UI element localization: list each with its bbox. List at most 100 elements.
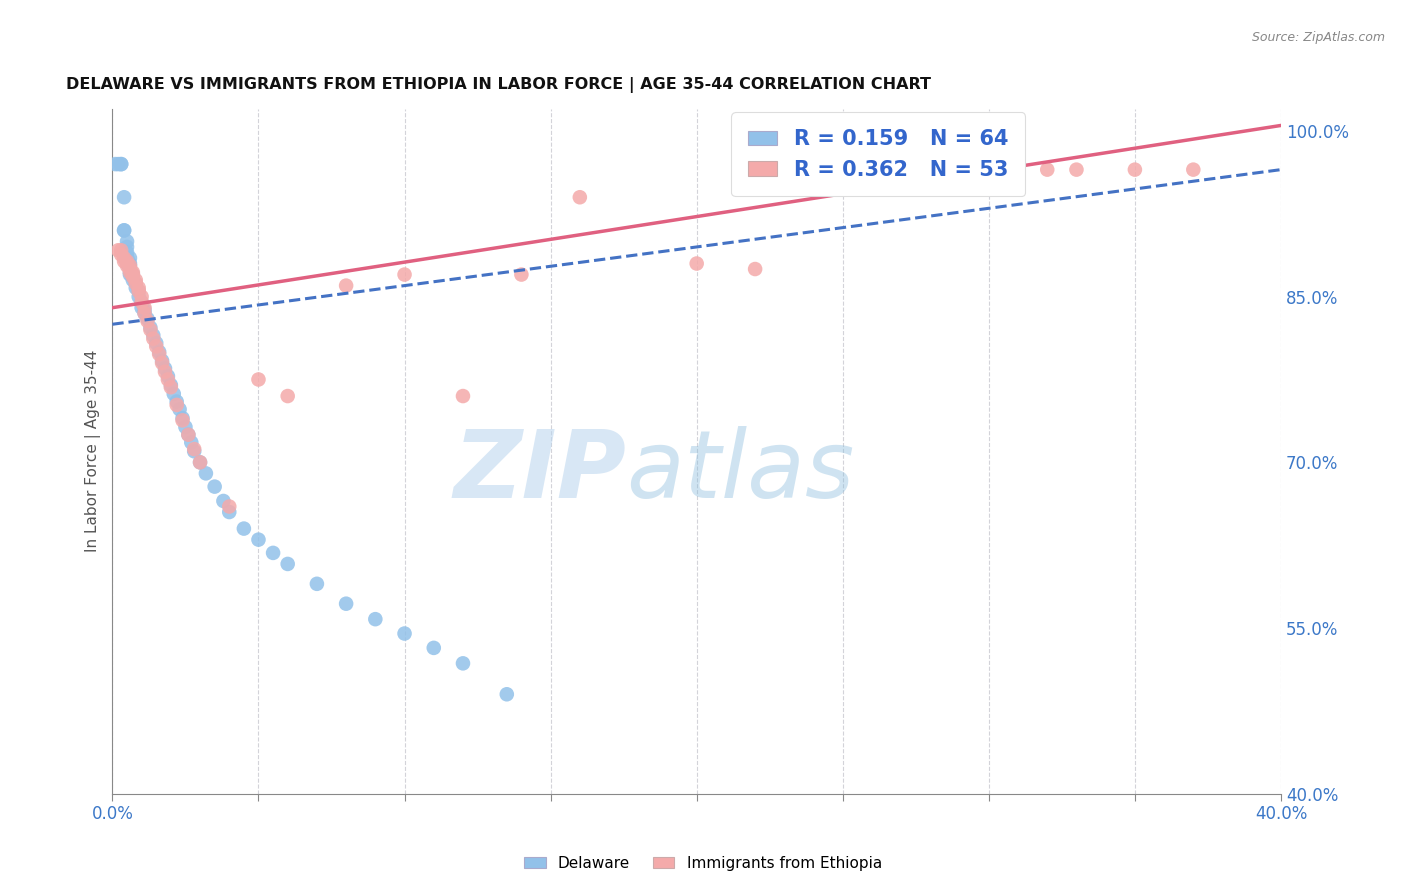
Point — [115, 256, 138, 270]
Point — [451, 389, 474, 403]
Point — [148, 344, 170, 359]
Point — [118, 268, 141, 282]
Point — [335, 597, 357, 611]
Point — [131, 295, 153, 310]
Point — [169, 402, 191, 417]
Point — [153, 361, 176, 376]
Point — [188, 455, 211, 469]
Point — [145, 339, 167, 353]
Point — [1066, 162, 1088, 177]
Point — [118, 262, 141, 277]
Point — [136, 314, 159, 328]
Point — [115, 251, 138, 265]
Point — [183, 444, 205, 458]
Point — [118, 265, 141, 279]
Point — [831, 168, 853, 182]
Point — [131, 301, 153, 315]
Point — [262, 546, 284, 560]
Legend: Delaware, Immigrants from Ethiopia: Delaware, Immigrants from Ethiopia — [517, 850, 889, 877]
Point — [160, 378, 183, 392]
Point — [128, 290, 150, 304]
Point — [115, 251, 138, 265]
Point — [335, 278, 357, 293]
Point — [495, 687, 517, 701]
Point — [1007, 162, 1029, 177]
Legend: R = 0.159   N = 64, R = 0.362   N = 53: R = 0.159 N = 64, R = 0.362 N = 53 — [731, 112, 1025, 196]
Point — [115, 240, 138, 254]
Point — [232, 522, 254, 536]
Point — [1123, 162, 1146, 177]
Point — [139, 323, 162, 337]
Point — [277, 557, 299, 571]
Point — [423, 640, 446, 655]
Point — [1182, 162, 1205, 177]
Point — [744, 262, 766, 277]
Point — [118, 259, 141, 273]
Point — [156, 369, 179, 384]
Point — [247, 533, 270, 547]
Point — [128, 284, 150, 298]
Point — [134, 302, 156, 317]
Point — [180, 435, 202, 450]
Point — [510, 268, 533, 282]
Point — [177, 427, 200, 442]
Point — [118, 259, 141, 273]
Point — [107, 244, 129, 258]
Point — [121, 265, 143, 279]
Text: DELAWARE VS IMMIGRANTS FROM ETHIOPIA IN LABOR FORCE | AGE 35-44 CORRELATION CHAR: DELAWARE VS IMMIGRANTS FROM ETHIOPIA IN … — [66, 78, 931, 94]
Point — [118, 262, 141, 277]
Point — [150, 356, 173, 370]
Point — [107, 157, 129, 171]
Point — [118, 256, 141, 270]
Point — [121, 273, 143, 287]
Point — [128, 284, 150, 298]
Point — [163, 387, 186, 401]
Point — [121, 268, 143, 282]
Point — [1036, 162, 1059, 177]
Point — [112, 254, 135, 268]
Point — [153, 365, 176, 379]
Point — [686, 256, 709, 270]
Point — [125, 273, 148, 287]
Point — [148, 347, 170, 361]
Point — [949, 162, 972, 177]
Point — [156, 372, 179, 386]
Point — [177, 427, 200, 442]
Point — [451, 657, 474, 671]
Point — [118, 251, 141, 265]
Point — [125, 277, 148, 291]
Point — [134, 301, 156, 315]
Point — [166, 398, 188, 412]
Point — [131, 290, 153, 304]
Point — [204, 480, 226, 494]
Point — [364, 612, 387, 626]
Point — [394, 626, 416, 640]
Point — [150, 353, 173, 368]
Point — [568, 190, 591, 204]
Point — [131, 295, 153, 310]
Point — [145, 336, 167, 351]
Point — [305, 577, 328, 591]
Point — [142, 332, 165, 346]
Point — [115, 254, 138, 268]
Point — [128, 281, 150, 295]
Point — [125, 281, 148, 295]
Point — [212, 494, 235, 508]
Point — [134, 306, 156, 320]
Point — [115, 235, 138, 249]
Point — [142, 328, 165, 343]
Point — [125, 277, 148, 291]
Point — [394, 268, 416, 282]
Point — [112, 223, 135, 237]
Point — [115, 245, 138, 260]
Point — [218, 505, 240, 519]
Point — [160, 380, 183, 394]
Point — [136, 311, 159, 326]
Point — [166, 394, 188, 409]
Point — [121, 269, 143, 284]
Text: atlas: atlas — [627, 426, 855, 517]
Point — [277, 389, 299, 403]
Point — [118, 265, 141, 279]
Point — [115, 251, 138, 265]
Text: Source: ZipAtlas.com: Source: ZipAtlas.com — [1251, 31, 1385, 45]
